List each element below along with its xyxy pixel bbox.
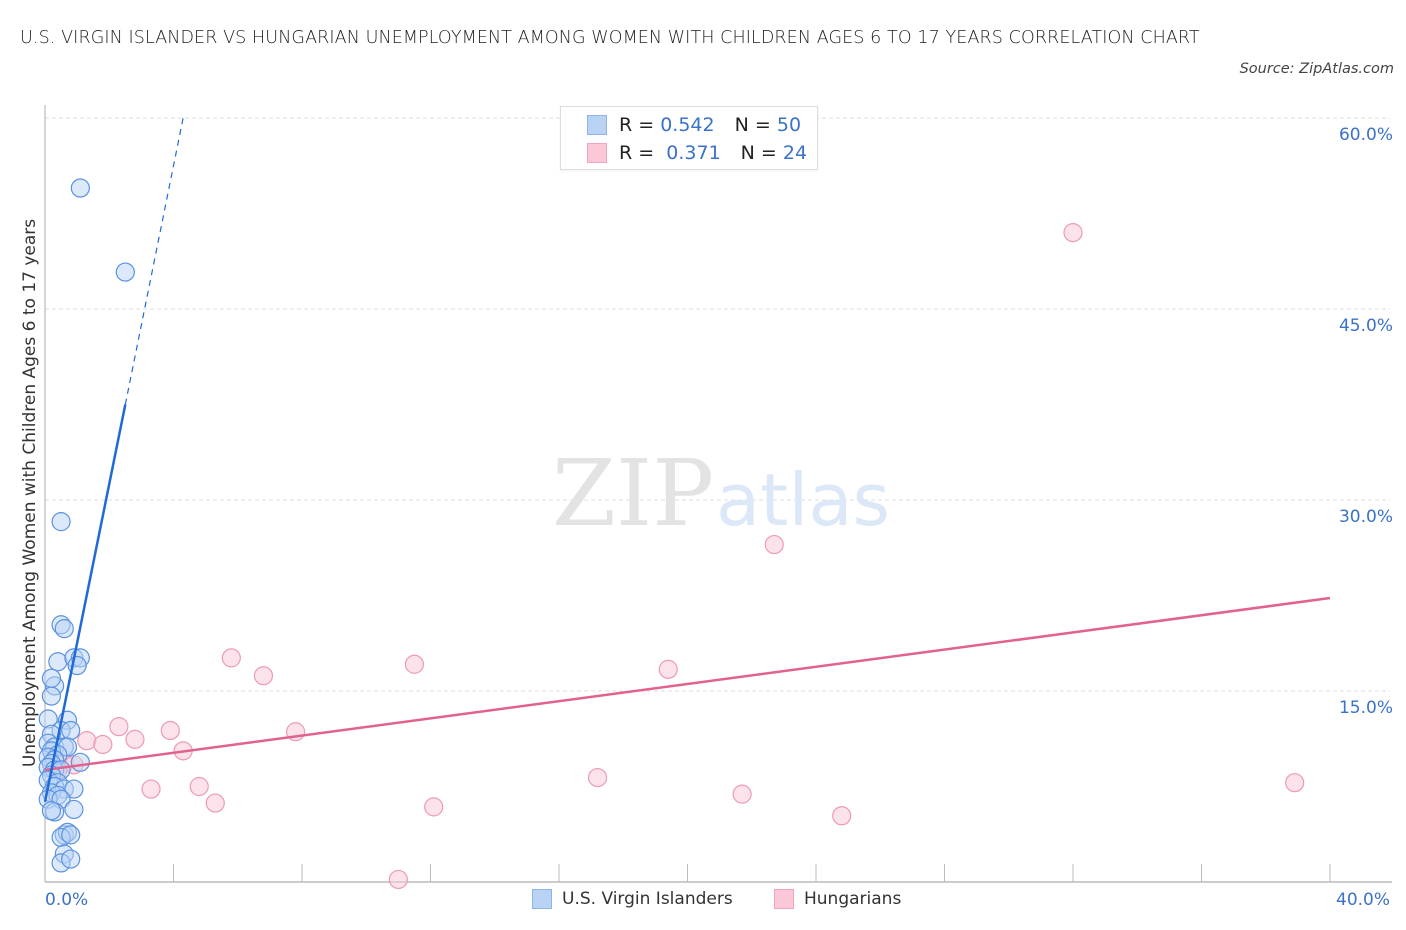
y-tick-label: 60.0% [1339, 125, 1393, 145]
data-point [832, 806, 852, 826]
data-point [160, 720, 180, 741]
pink-swatch [774, 889, 794, 909]
data-point [70, 752, 90, 772]
legend-label: U.S. Virgin Islanders [562, 889, 733, 909]
data-point [125, 729, 145, 749]
data-point [109, 717, 129, 737]
r-label: R = [619, 114, 655, 136]
data-point [205, 793, 225, 813]
data-point [115, 262, 135, 282]
blue-swatch [532, 889, 552, 909]
r-value: 0.371 [666, 142, 721, 164]
data-point [424, 797, 444, 817]
data-point [54, 619, 74, 639]
r-label: R = [619, 142, 655, 164]
data-point [388, 869, 408, 890]
data-point [1063, 223, 1083, 243]
trend-lines [43, 117, 1331, 803]
data-point [253, 666, 274, 686]
virgin-islanders-trend-extension [124, 117, 184, 405]
data-point [48, 652, 68, 672]
data-point [51, 512, 71, 532]
data-point [189, 776, 209, 797]
data-point [732, 784, 752, 804]
r-value: 0.542 [660, 114, 715, 136]
y-tick-labels: 15.0% 30.0% 45.0% 60.0% [1339, 125, 1393, 718]
data-point [1285, 773, 1305, 793]
x-min-label: 0.0% [45, 890, 89, 910]
data-point [41, 686, 62, 706]
virgin-islanders-trend-line [43, 404, 127, 803]
hungarians-points [48, 223, 1305, 890]
blue-swatch [587, 115, 607, 135]
n-label: N = [740, 142, 777, 164]
data-point [70, 178, 90, 198]
stats-legend: R = 0.542 N = 50 R = 0.371 N = 24 [560, 106, 818, 170]
legend-item-virgin-islanders[interactable]: U.S. Virgin Islanders [532, 889, 733, 909]
data-point [64, 799, 84, 820]
source-label: Source: ZipAtlas.com [1239, 61, 1394, 77]
data-point [141, 779, 161, 799]
watermark-zip: ZIP [552, 440, 714, 547]
data-point [221, 648, 241, 668]
y-tick-label: 45.0% [1339, 316, 1393, 336]
n-value: 50 [776, 114, 802, 136]
data-point [93, 734, 113, 755]
y-tick-label: 15.0% [1339, 698, 1393, 718]
n-value: 24 [782, 142, 808, 164]
stats-row-hungarians: R = 0.371 N = 24 [587, 141, 807, 165]
legend-label: Hungarians [804, 889, 902, 909]
data-point [61, 849, 81, 869]
data-point [41, 801, 62, 821]
gridlines [45, 117, 1390, 692]
data-point [404, 654, 425, 674]
watermark: ZIP atlas [552, 440, 890, 547]
data-point [61, 825, 81, 845]
data-point [61, 720, 81, 741]
chart-title: U.S. VIRGIN ISLANDER VS HUNGARIAN UNEMPL… [20, 28, 1200, 48]
data-point [764, 534, 784, 555]
n-label: N = [734, 114, 771, 136]
y-tick-label: 30.0% [1339, 507, 1393, 527]
watermark-atlas: atlas [716, 458, 890, 542]
stats-row-virgin-islanders: R = 0.542 N = 50 [587, 113, 801, 137]
hungarians-trend-line [44, 596, 1331, 772]
data-point [587, 767, 608, 788]
legend-item-hungarians[interactable]: Hungarians [774, 889, 901, 909]
x-max-label: 40.0% [1336, 890, 1391, 910]
data-point [41, 668, 62, 688]
pink-swatch [587, 143, 607, 163]
data-point [77, 731, 97, 751]
data-point [658, 659, 678, 679]
